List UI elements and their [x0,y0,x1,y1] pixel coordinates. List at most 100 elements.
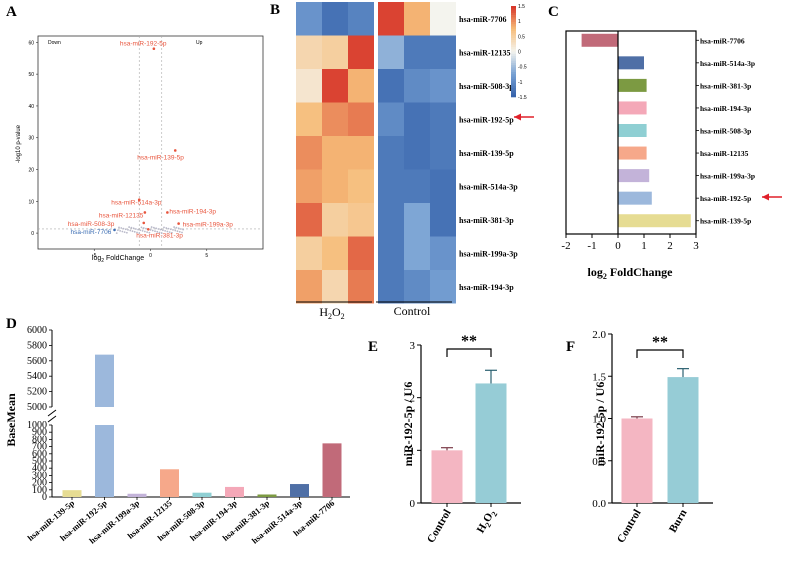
fc-label-hsa-mir-514a-3p: hsa-miR-514a-3p [700,59,755,68]
heatmap-cell-hsa-mir-192-5p-1 [296,102,322,136]
volcano-bg-point [182,228,185,231]
heatmap-cell-hsa-mir-199a-3p-2 [322,236,348,270]
heatmap-cell-hsa-mir-12135-2 [322,35,348,69]
volcano-bg-point [167,227,170,230]
volcano-label-hsa-mir-199a-3p: hsa-miR-199a-3p [183,222,234,229]
fc-bar-hsa-mir-514a-3p [618,56,644,70]
volcano-label-hsa-mir-514a-3p: hsa-miR-514a-3p [111,200,162,207]
colorbar-segment [511,33,516,36]
volcano-x-axis-label: log2 FoldChange [92,255,144,264]
heatmap-cell-hsa-mir-139-5p-5 [404,136,430,170]
volcano-frame [37,35,264,250]
fc-x-tick-label: 1 [641,240,647,252]
heatmap-cell-hsa-mir-192-5p-3 [348,102,374,136]
heatmap-cell-hsa-mir-7706-3 [348,2,374,36]
panel-a-volcano-plot: Down Up -log10 p-value log2 FoldChange 0… [16,35,264,264]
colorbar-segment [511,51,516,55]
heatmap-cell-hsa-mir-194-3p-3 [348,270,374,304]
heatmap-cell-hsa-mir-12135-3 [348,35,374,69]
colorbar-segment [511,15,516,18]
bm-y-tick-label: 6000 [27,325,47,336]
volcano-x-tick-label: -5 [92,253,97,259]
volcano-bg-point [151,229,154,232]
significance-stars: ** [652,334,668,351]
heatmap-row-label-hsa-mir-199a-3p: hsa-miR-199a-3p [459,249,518,258]
bm-y-tick-label: 5800 [27,340,47,351]
volcano-bg-point [120,227,123,229]
volcano-bg-point [118,226,120,229]
colorbar-segment [511,19,516,23]
volcano-bg-point [115,232,118,235]
heatmap-cell-hsa-mir-508-3p-4 [378,69,404,103]
bm-break-mark [47,415,57,423]
volcano-y-tick-label: 30 [28,136,34,142]
y-tick-label: 1 [410,445,416,457]
bm-y-tick-label: 700 [32,442,47,453]
panel-letter-f: F [566,339,575,355]
foldchange-x-axis-label: log2 FoldChange [587,265,673,281]
volcano-point-hsa-mir-7706 [113,228,116,232]
volcano-point-hsa-mir-192-5p [152,47,156,51]
volcano-bg-point [116,229,119,232]
heatmap-cell-hsa-mir-7706-5 [404,2,430,36]
colorbar-segment [511,31,516,34]
panel-letter-d: D [6,316,17,332]
volcano-bg-point [158,231,161,234]
volcano-bg-point [160,232,163,235]
heatmap-cell-hsa-mir-12135-5 [404,35,430,69]
fc-label-hsa-mir-381-3p: hsa-miR-381-3p [700,81,751,90]
bm-y-tick-label: 600 [32,449,47,460]
volcano-down-label: Down [48,40,61,46]
y-tick-label: 2.0 [592,329,606,341]
volcano-bg-point [139,229,142,232]
colorbar-segment [511,24,516,27]
significance-stars: ** [461,333,477,350]
heatmap-cell-hsa-mir-514a-3p-1 [296,169,322,203]
volcano-bg-point [129,229,132,232]
fc-bar-hsa-mir-7706 [581,33,618,47]
volcano-bg-point [168,231,171,234]
panel-letter-c: C [548,4,559,20]
volcano-bg-point [140,226,143,229]
heatmap-cell-hsa-mir-514a-3p-4 [378,169,404,203]
volcano-bg-point [131,230,134,233]
heatmap-highlight-arrow [514,113,534,121]
panel-e-qpcr-h2o2: miR-192-5p / U6 0 1 2 3 Control H2O2 ** [401,333,521,545]
colorbar-segment [511,74,516,77]
fc-x-tick-label: -1 [587,240,596,252]
colorbar-tick-label: 0.5 [518,34,525,40]
heatmap-cell-hsa-mir-508-3p-2 [322,69,348,103]
basemean-y-axis-label: BaseMean [4,393,18,447]
fc-label-hsa-mir-508-3p: hsa-miR-508-3p [700,127,751,136]
heatmap-cell-hsa-mir-7706-2 [322,2,348,36]
volcano-bg-point [149,229,152,231]
fc-x-tick-label: 3 [693,240,699,252]
volcano-x-tick-label: 5 [205,253,208,259]
volcano-y-tick-label: 10 [28,199,34,205]
panel-letter-e: E [368,339,378,355]
colorbar-segment [511,26,516,30]
volcano-y-tick-label: 20 [28,168,34,174]
heatmap-cell-hsa-mir-7706-6 [430,2,456,36]
heatmap-cell-hsa-mir-192-5p-2 [322,102,348,136]
f-x-label-control: Control [615,508,644,546]
colorbar-segment [511,87,516,91]
volcano-point-hsa-mir-381-3p [146,227,150,231]
significance-bracket [636,349,684,358]
fc-bar-hsa-mir-194-3p [618,101,647,115]
volcano-point-hsa-mir-12135 [143,211,147,214]
volcano-label-hsa-mir-139-5p: hsa-miR-139-5p [137,154,184,161]
panel-c-foldchange-bars: hsa-miR-7706 hsa-miR-514a-3p hsa-miR-381-3… [561,30,782,281]
significance-bracket [446,348,492,357]
volcano-label-hsa-mir-12135: hsa-miR-12135 [99,212,144,219]
bm-bar-hsa-mir-192-5p [95,425,114,497]
bm-y-tick-label: 200 [32,478,47,489]
volcano-bg-point [163,226,165,229]
e-x-label-h2o2: H2O2 [475,508,500,537]
volcano-label-hsa-mir-381-3p: hsa-miR-381-3p [136,232,183,239]
e-x-label-control: Control [425,508,454,546]
volcano-bg-point [181,231,183,234]
volcano-bg-point [155,227,158,230]
volcano-bg-point [172,229,174,231]
colorbar-segment [511,21,516,25]
